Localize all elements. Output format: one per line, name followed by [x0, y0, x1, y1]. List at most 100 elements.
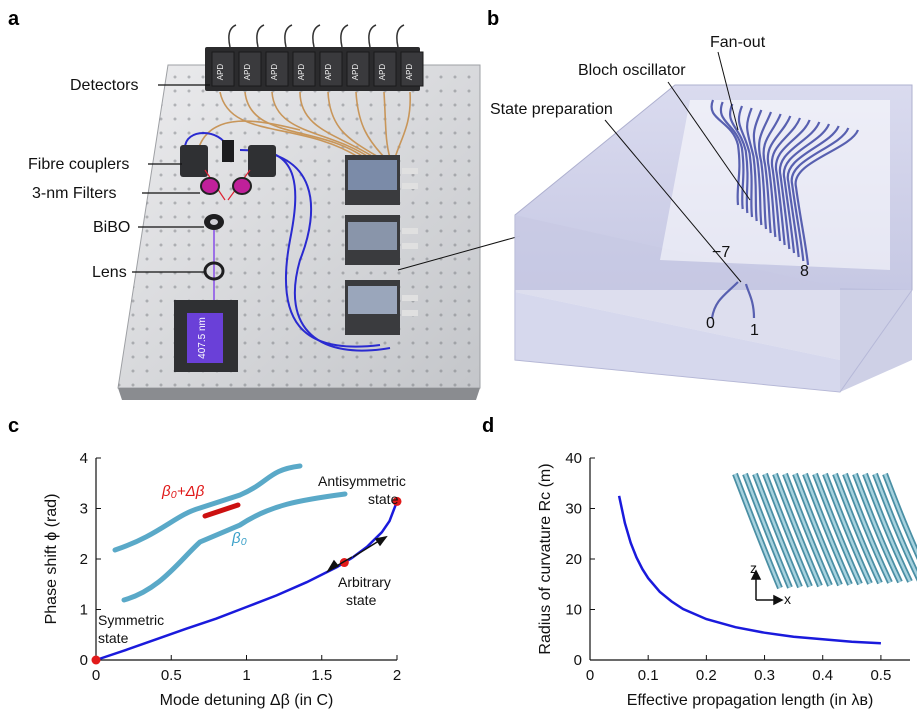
curved-waveguide-highlight	[773, 473, 822, 587]
waveguide-path	[757, 111, 773, 230]
filters	[200, 177, 252, 195]
apd-label: APD	[324, 64, 333, 81]
panel-d: d 0 0.1 0.2 0.3 0.4 0.5 0 10 20 30 40 Effective pro…	[482, 415, 917, 709]
plot-c-series-line	[95, 500, 399, 662]
port-label-8: 8	[800, 263, 809, 280]
plot-d-x-tick-label: 0.1	[638, 667, 659, 684]
plot-d-x-tick-label: 0	[586, 667, 594, 684]
curved-waveguide-highlight	[843, 473, 892, 584]
curved-waveguide-highlight	[883, 473, 917, 556]
panel-letter-c: c	[8, 415, 19, 437]
waveguide-path	[782, 123, 831, 254]
leader-state-prep	[604, 119, 742, 283]
chip-mounts	[345, 155, 418, 335]
input-waveguide-0	[710, 281, 739, 319]
panel-b: b Fan-out Bloch oscillator State prepara…	[487, 8, 913, 393]
plot-d-series	[617, 495, 881, 645]
waveguide-array	[710, 99, 860, 319]
waveguide-path	[794, 129, 860, 266]
curved-waveguide-highlight	[863, 473, 912, 583]
apd-label: APD	[378, 64, 387, 81]
curved-waveguide-highlight	[833, 473, 882, 584]
panel-letter-b: b	[487, 8, 499, 30]
curved-waveguide-inset	[732, 472, 917, 590]
bibo-crystal	[204, 214, 224, 230]
port-label-1: 1	[750, 322, 759, 339]
apd-box	[265, 51, 289, 87]
plot-d-y-tick-label: 10	[565, 602, 582, 619]
curved-waveguide-highlight	[753, 473, 802, 588]
plot-c-x-axis-label: Mode detuning Δβ (in C)	[160, 692, 334, 709]
curved-waveguide-highlight	[793, 473, 842, 586]
panel-letter-a: a	[8, 8, 20, 30]
label-antisymmetric: Antisymmetric	[318, 473, 406, 489]
inset-axis-x: x	[784, 591, 791, 607]
zoom-connector	[397, 235, 521, 271]
label-detectors: Detectors	[70, 77, 138, 94]
plot-d-x-tick-label: 0.2	[696, 667, 717, 684]
label-fibre-couplers: Fibre couplers	[28, 156, 129, 173]
apd-label: APD	[243, 64, 252, 81]
plot-d-y-tick-label: 40	[565, 450, 582, 467]
waveguide-path	[737, 105, 754, 218]
apd-detector-array: APD APD APD APD APD APD APD APD	[205, 24, 424, 91]
plot-d-x-tick-label: 0.5	[870, 667, 891, 684]
apd-label: APD	[351, 64, 360, 81]
label-arbitrary-state: state	[346, 592, 377, 608]
waveguide-path	[770, 117, 802, 242]
plot-c-x-tick-label: 0	[92, 667, 100, 684]
curved-waveguide-highlight	[873, 473, 917, 578]
plot-c-y-tick-label: 1	[80, 602, 88, 619]
plot-c-y-tick-label: 2	[80, 551, 88, 568]
waveguide-path	[752, 109, 763, 226]
label-symmetric: Symmetric	[98, 612, 164, 628]
plot-c-axes: 0 0.5 1 1.5 2 0 1 2 3 4 Mode detuning Δβ (in C) Pha…	[43, 450, 401, 709]
label-symmetric-state: state	[98, 630, 129, 646]
leader-bloch	[667, 81, 751, 201]
plot-d-y-tick-label: 20	[565, 551, 582, 568]
apd-box	[319, 51, 343, 87]
leader-fan-out	[717, 51, 739, 131]
apd-box	[346, 51, 370, 87]
coupler-inset	[112, 463, 348, 603]
plot-d-x-tick-label: 0.4	[812, 667, 833, 684]
curved-waveguide-highlight	[743, 473, 792, 588]
orange-fibres	[197, 91, 411, 159]
label-beta0: β₀	[231, 530, 247, 547]
waveguide-path	[729, 103, 749, 214]
plot-c-y-tick-label: 3	[80, 501, 88, 518]
table-edge	[118, 388, 480, 400]
fibre-couplers	[180, 140, 276, 201]
waveguide-path	[766, 115, 792, 238]
label-bibo: BiBO	[93, 219, 130, 236]
waveguide-path	[719, 101, 745, 210]
port-label-0: 0	[706, 315, 715, 332]
plot-c-x-tick-label: 2	[393, 667, 401, 684]
curved-waveguide-highlight	[783, 473, 832, 587]
plot-c-x-tick-label: 1.5	[311, 667, 332, 684]
waveguide-path	[778, 121, 821, 250]
label-bloch-oscillator: Bloch oscillator	[578, 62, 686, 79]
glass-side-face	[840, 288, 912, 392]
curved-waveguide-highlight	[763, 473, 812, 587]
panel-c: c 0 0.5 1 1.5 2 0 1 2 3 4 Mode detuning Δβ (in C) P…	[8, 415, 406, 709]
plot-c-y-axis-label: Phase shift ϕ (rad)	[43, 494, 60, 625]
plot-d-x-axis-label: Effective propagation length (in λʙ)	[627, 692, 874, 709]
label-fan-out: Fan-out	[710, 34, 766, 51]
panel-a: a APD APD APD APD APD APD APD APD	[8, 8, 481, 400]
direction-arrows	[326, 535, 388, 573]
waveguide-path	[746, 107, 758, 222]
glass-bottom	[515, 292, 840, 392]
waveguide-path	[790, 127, 850, 262]
waveguide-path	[774, 119, 811, 246]
curved-waveguide-highlight	[813, 473, 862, 585]
plot-d-axes: 0 0.1 0.2 0.3 0.4 0.5 0 10 20 30 40 Effective propa…	[537, 450, 910, 709]
label-antisymmetric-state: state	[368, 491, 399, 507]
curved-waveguide-highlight	[853, 473, 902, 583]
plot-d-y-tick-label: 30	[565, 501, 582, 518]
plot-d-y-tick-label: 0	[574, 652, 582, 669]
input-waveguide-1	[744, 283, 756, 319]
plot-d-x-tick-label: 0.3	[754, 667, 775, 684]
apd-box	[292, 51, 316, 87]
plot-c-y-tick-label: 4	[80, 450, 88, 467]
